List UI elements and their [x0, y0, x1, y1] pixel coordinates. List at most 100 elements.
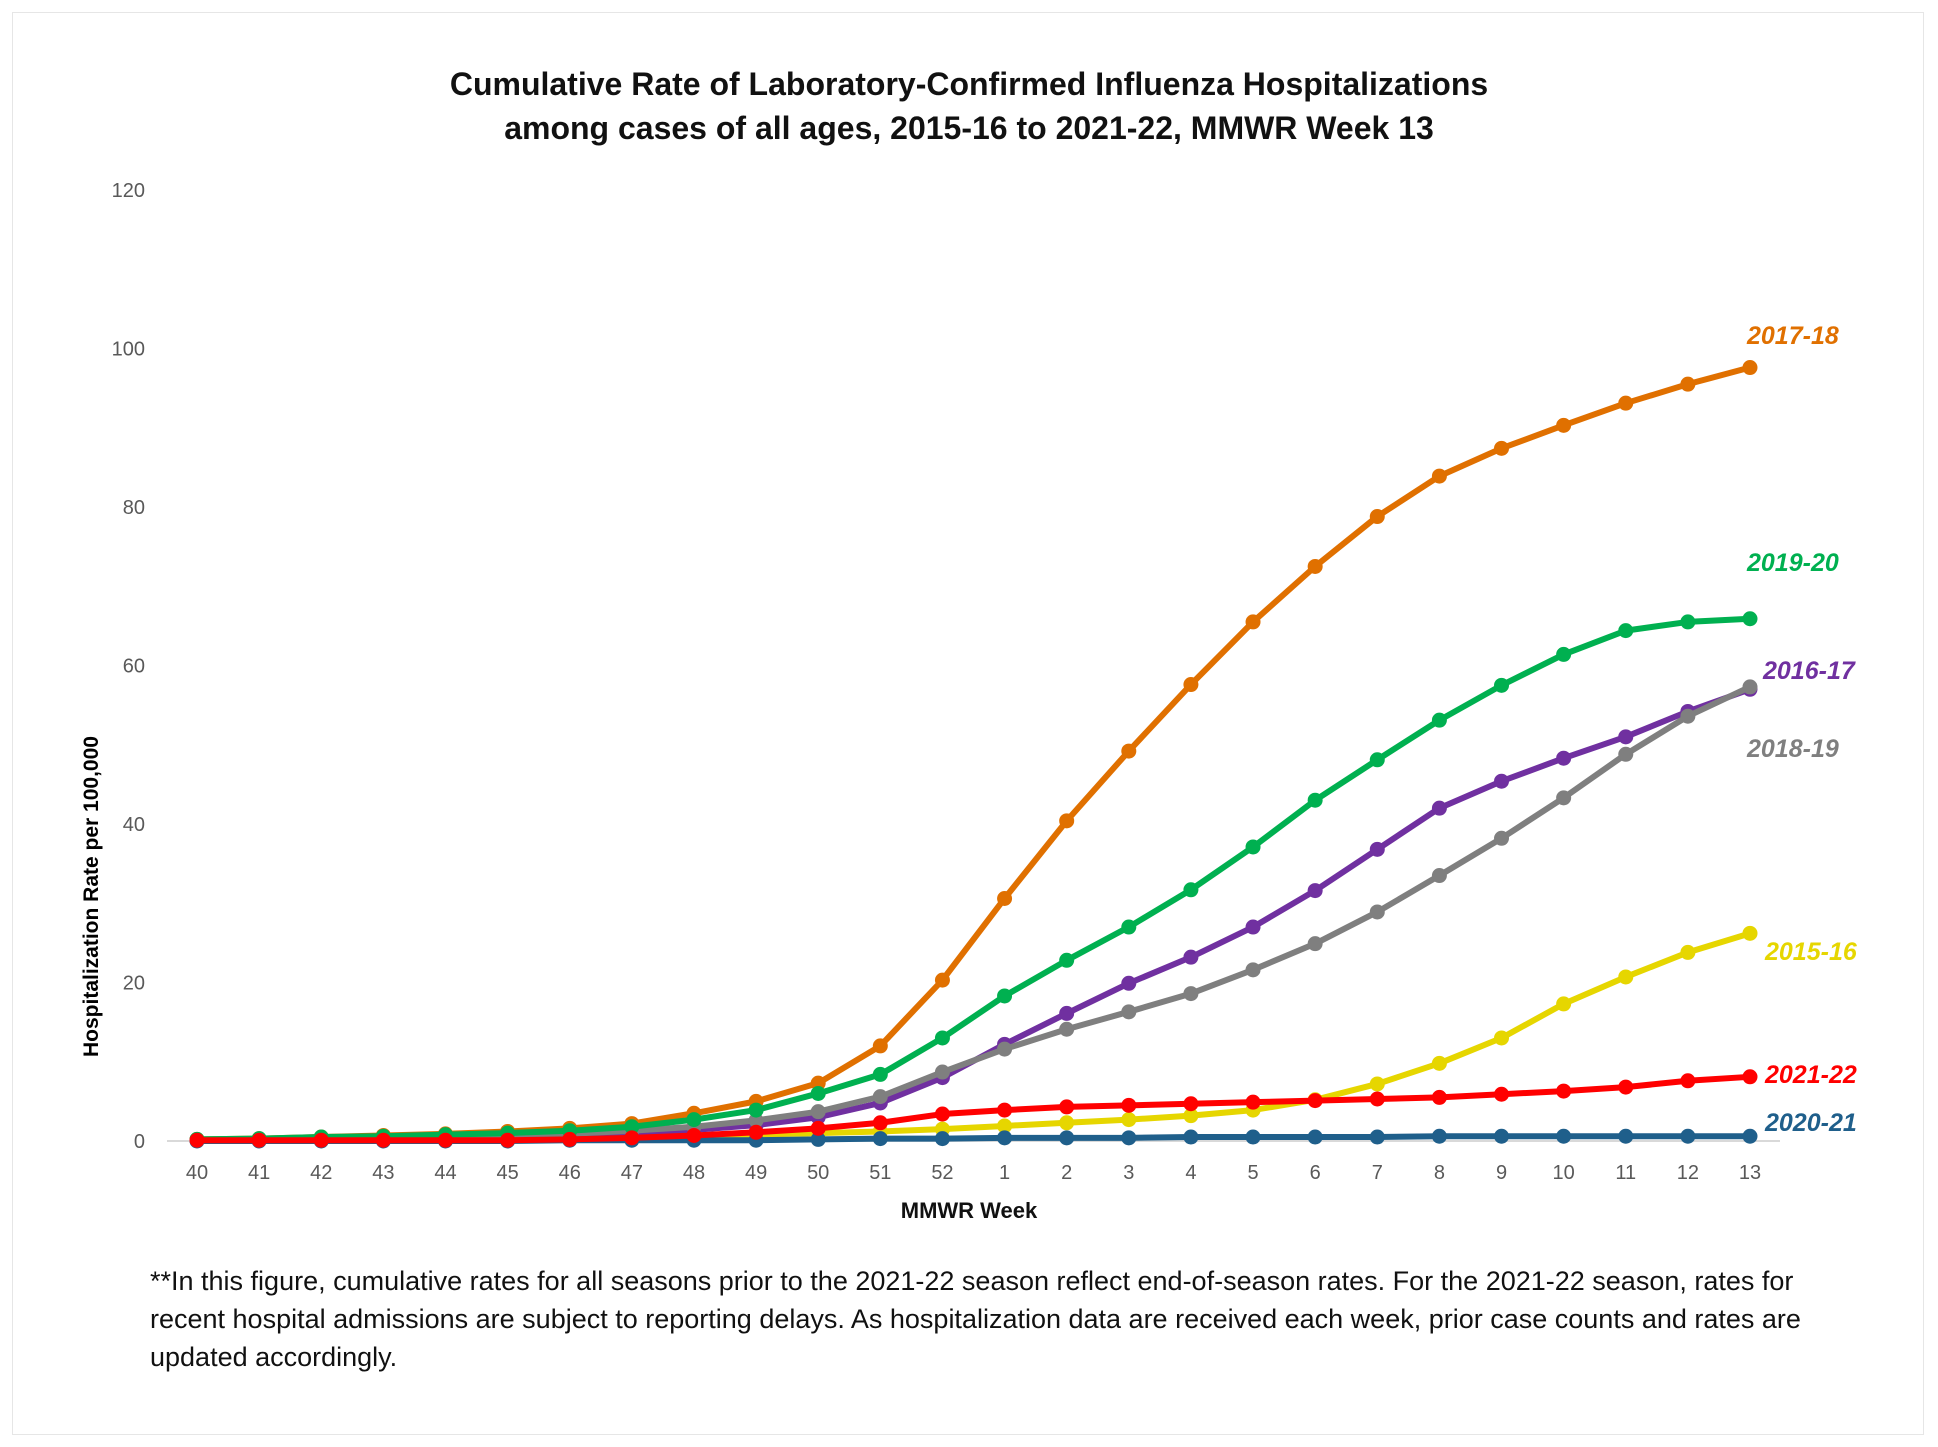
data-point [997, 1102, 1013, 1118]
data-point [1742, 611, 1758, 627]
x-tick-label: 8 [1434, 1162, 1445, 1184]
data-point [1680, 614, 1696, 630]
data-point [1618, 623, 1634, 639]
data-point [1369, 1129, 1385, 1145]
data-point [1680, 944, 1696, 960]
data-point [1121, 1112, 1137, 1128]
x-tick-label: 44 [434, 1162, 456, 1184]
data-point [686, 1112, 702, 1128]
series-line-2016-17 [194, 686, 1753, 1144]
x-tick-label: 4 [1185, 1162, 1196, 1184]
data-point [1680, 376, 1696, 392]
data-point [1121, 975, 1137, 991]
data-point [1556, 1083, 1572, 1099]
data-point [1307, 1093, 1323, 1109]
data-point [997, 1041, 1013, 1057]
series-line-2019-20 [194, 615, 1753, 1143]
x-tick-label: 12 [1677, 1162, 1699, 1184]
data-point [1494, 773, 1510, 789]
figure-frame [12, 12, 1924, 1435]
data-point [810, 1104, 826, 1120]
data-point [1121, 919, 1137, 935]
x-tick-label: 1 [999, 1162, 1010, 1184]
data-point [251, 1132, 267, 1148]
data-point [1307, 558, 1323, 574]
data-point [1742, 679, 1758, 695]
data-point [1431, 1055, 1447, 1071]
data-point [1431, 1128, 1447, 1144]
data-point [1369, 752, 1385, 768]
data-point [997, 988, 1013, 1004]
series-label-2020-21: 2020-21 [1764, 1109, 1857, 1137]
x-tick-label: 42 [310, 1162, 332, 1184]
data-point [1494, 830, 1510, 846]
data-point [1431, 712, 1447, 728]
data-point [1618, 1128, 1634, 1144]
data-point [997, 890, 1013, 906]
x-tick-label: 50 [807, 1162, 829, 1184]
data-point [1742, 925, 1758, 941]
data-point [1556, 1128, 1572, 1144]
data-point [1245, 839, 1261, 855]
x-tick-label: 52 [931, 1162, 953, 1184]
data-point [562, 1131, 578, 1147]
data-point [1183, 677, 1199, 693]
data-point [1369, 509, 1385, 525]
x-tick-label: 48 [683, 1162, 705, 1184]
data-point [1680, 1073, 1696, 1089]
series-label-2018-19: 2018-19 [1746, 735, 1839, 763]
data-point [1059, 952, 1075, 968]
data-point [1618, 1079, 1634, 1095]
data-point [375, 1132, 391, 1148]
data-point [1494, 1086, 1510, 1102]
data-point [1059, 1130, 1075, 1146]
chart-subtitle: among cases of all ages, 2015-16 to 2021… [504, 110, 1434, 146]
data-point [1369, 904, 1385, 920]
data-point [1369, 841, 1385, 857]
data-point [1494, 677, 1510, 693]
x-tick-label: 2 [1061, 1162, 1072, 1184]
data-point [1494, 1030, 1510, 1046]
data-point [1121, 1097, 1137, 1113]
data-point [1556, 750, 1572, 766]
data-point [1121, 1130, 1137, 1146]
data-point [1742, 360, 1758, 376]
data-point [934, 1106, 950, 1122]
x-tick-label: 10 [1553, 1162, 1575, 1184]
data-point [189, 1132, 205, 1148]
data-point [748, 1112, 764, 1128]
data-point [1618, 395, 1634, 411]
series-label-2016-17: 2016-17 [1762, 657, 1856, 685]
data-point [1431, 468, 1447, 484]
series-line-2018-19 [194, 683, 1753, 1144]
data-point [872, 1038, 888, 1054]
data-point [1307, 883, 1323, 899]
x-tick-label: 7 [1372, 1162, 1383, 1184]
data-point [1618, 729, 1634, 745]
data-point [872, 1131, 888, 1147]
data-point [1369, 1091, 1385, 1107]
x-tick-label: 49 [745, 1162, 767, 1184]
data-point [1556, 790, 1572, 806]
data-point [872, 1115, 888, 1131]
series-line-2017-18 [194, 364, 1753, 1143]
data-point [1245, 919, 1261, 935]
series-label-2017-18: 2017-18 [1746, 322, 1839, 350]
data-point [1680, 708, 1696, 724]
data-point [1183, 1108, 1199, 1124]
data-point [500, 1132, 516, 1148]
data-point [997, 1130, 1013, 1146]
x-tick-label: 11 [1615, 1162, 1636, 1184]
x-tick-label: 3 [1123, 1162, 1134, 1184]
data-point [872, 1089, 888, 1105]
y-tick-label: 100 [112, 339, 145, 361]
data-point [1431, 868, 1447, 884]
data-point [748, 1102, 764, 1118]
data-point [1494, 440, 1510, 456]
x-tick-label: 47 [621, 1162, 643, 1184]
data-point [1059, 1099, 1075, 1115]
x-tick-label: 43 [372, 1162, 394, 1184]
x-tick-label: 45 [496, 1162, 518, 1184]
data-point [810, 1131, 826, 1147]
